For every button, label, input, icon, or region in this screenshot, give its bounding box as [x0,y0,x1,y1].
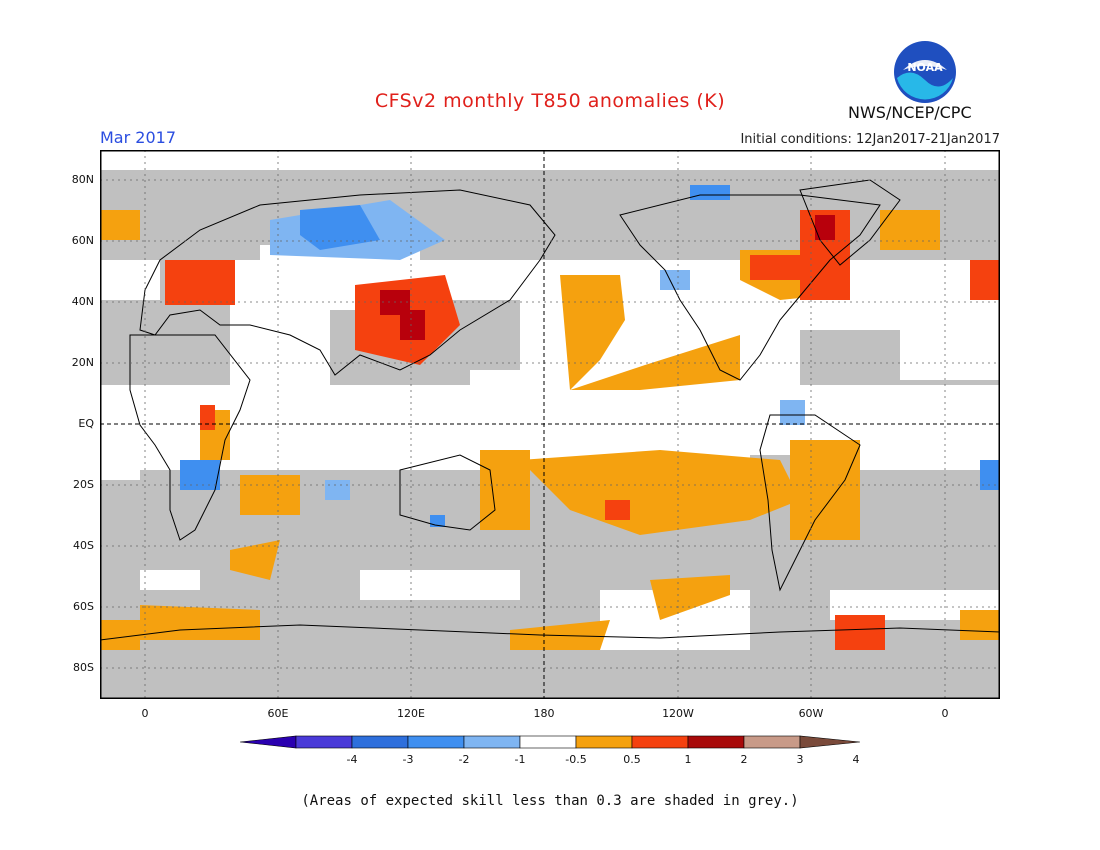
lat-label: EQ [78,417,94,430]
forecast-month: Mar 2017 [100,128,176,147]
north-america-outline [619,194,881,381]
lat-label: 20S [73,478,94,491]
lat-label: 40S [73,539,94,552]
africa-outline [129,334,251,541]
colorbar-cell [743,735,801,749]
lat-label: 40N [71,295,94,308]
lat-label: 60N [71,234,94,247]
lat-label: 80S [73,661,94,674]
skill-note: (Areas of expected skill less than 0.3 a… [301,793,799,809]
equator-and-dateline [100,150,1000,699]
colorbar-cell [575,735,633,749]
antarctica-outline [100,624,1000,699]
dark-red-anomalies [380,215,835,340]
colorbar-cell [240,735,297,749]
lon-label: 60E [267,707,289,720]
colorbar-tick-label: 1 [685,753,692,766]
eurasia-outline [139,189,556,376]
colorbar-tick-label: -4 [347,753,358,766]
noaa-logo-icon: NOAA [894,41,956,103]
colorbar-tick-label: 0.5 [623,753,641,766]
lat-label: 20N [71,356,94,369]
colorbar-cell [631,735,689,749]
initial-conditions: Initial conditions: 12Jan2017-21Jan2017 [740,132,1000,147]
lon-label: 120W [662,707,694,720]
mid-blue-anomalies [180,185,1000,527]
lon-label: 0 [941,707,949,720]
noaa-logo-text: NOAA [907,61,943,74]
colorbar-tick-label: 3 [797,753,804,766]
graticule [100,150,1000,699]
colorbar-tick-label: -3 [403,753,414,766]
colorbar-cell [295,735,353,749]
anomaly-map [100,150,1000,699]
colorbar-cell [687,735,745,749]
australia-outline [399,454,496,531]
map-frame [100,150,1000,699]
south-america-outline [759,414,861,592]
colorbar-tick-label: -0.5 [565,753,586,766]
colorbar-cell [799,735,860,749]
colorbar-tick-label: -1 [515,753,526,766]
colorbar-tick-label: 4 [853,753,860,766]
colorbar: -4 -3 -2 -1 -0.5 0.5 1 2 3 4 [240,735,860,766]
colorbar-tick-label: -2 [459,753,470,766]
colorbar-tick-label: 2 [741,753,748,766]
lon-label: 120E [397,707,425,720]
lon-label: 60W [798,707,824,720]
colorbar-cell [407,735,465,749]
lat-label: 80N [71,173,94,186]
map-title: CFSv2 monthly T850 anomalies (K) [374,90,726,112]
colorbar-cell [463,735,521,749]
colorbar-cell [351,735,409,749]
colorbar-cell [519,735,577,749]
lat-label: 60S [73,600,94,613]
continent-outlines [100,179,1000,699]
lon-label: 0 [141,707,149,720]
colorbar-cells [240,735,860,749]
lon-label: 180 [533,707,555,720]
colorbar-labels: -4 -3 -2 -1 -0.5 0.5 1 2 3 4 [347,753,860,766]
agency-label: NWS/NCEP/CPC [848,103,972,122]
